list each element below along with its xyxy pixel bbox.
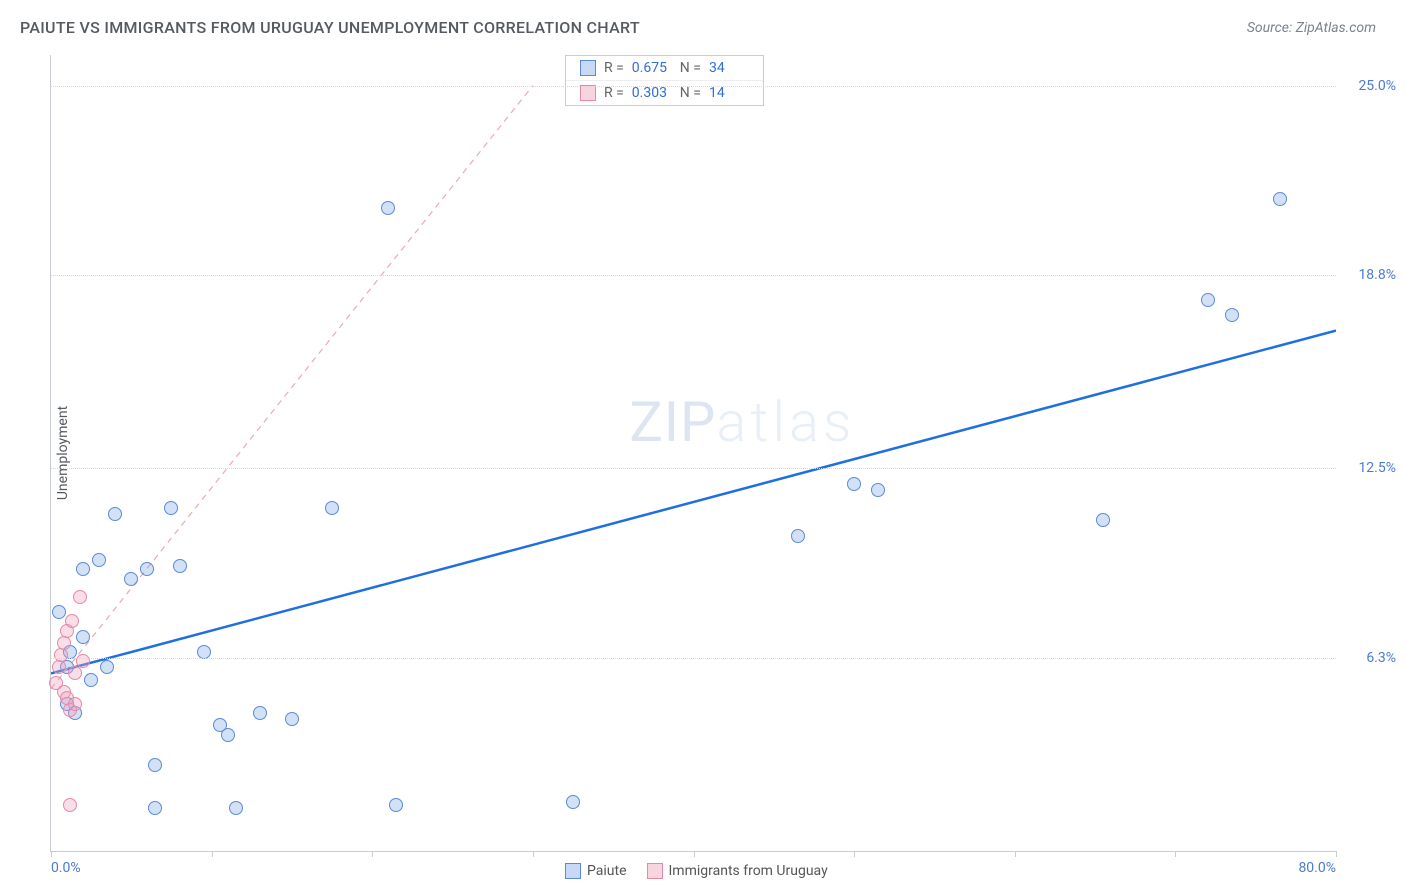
- x-tick-mark: [533, 851, 534, 857]
- x-tick-mark: [854, 851, 855, 857]
- x-tick-mark: [1336, 851, 1337, 857]
- data-point: [52, 660, 66, 674]
- data-point: [325, 501, 339, 515]
- x-tick-mark: [212, 851, 213, 857]
- data-point: [229, 801, 243, 815]
- gridline: [51, 468, 1336, 469]
- scatter-chart: Unemployment ZIPatlas R = 0.675 N = 34 R…: [50, 55, 1336, 852]
- x-tick-mark: [694, 851, 695, 857]
- data-point: [63, 798, 77, 812]
- data-point: [381, 201, 395, 215]
- gridline: [51, 658, 1336, 659]
- x-tick-label: 0.0%: [51, 860, 81, 876]
- data-point: [148, 758, 162, 772]
- data-point: [148, 801, 162, 815]
- data-point: [76, 630, 90, 644]
- data-point: [76, 654, 90, 668]
- chart-source: Source: ZipAtlas.com: [1247, 20, 1376, 36]
- swatch-pink-icon: [647, 863, 663, 879]
- data-point: [1225, 308, 1239, 322]
- legend-label: Immigrants from Uruguay: [669, 863, 828, 879]
- data-point: [52, 605, 66, 619]
- data-point: [124, 572, 138, 586]
- data-point: [221, 728, 235, 742]
- x-tick-mark: [1175, 851, 1176, 857]
- legend-item-paiute: Paiute: [565, 863, 627, 879]
- data-point: [389, 798, 403, 812]
- data-point: [54, 648, 68, 662]
- y-tick-label: 6.3%: [1366, 650, 1396, 666]
- data-point: [253, 706, 267, 720]
- data-point: [285, 712, 299, 726]
- data-point: [92, 553, 106, 567]
- data-point: [65, 614, 79, 628]
- data-point: [164, 501, 178, 515]
- data-point: [84, 673, 98, 687]
- series-legend: Paiute Immigrants from Uruguay: [565, 863, 828, 879]
- data-point: [566, 795, 580, 809]
- data-point: [108, 507, 122, 521]
- data-point: [173, 559, 187, 573]
- data-point: [1096, 513, 1110, 527]
- data-point: [791, 529, 805, 543]
- plot-area: [51, 55, 1336, 851]
- data-point: [57, 636, 71, 650]
- y-tick-label: 18.8%: [1358, 267, 1396, 283]
- data-point: [1273, 192, 1287, 206]
- x-tick-mark: [372, 851, 373, 857]
- swatch-blue-icon: [565, 863, 581, 879]
- y-tick-label: 12.5%: [1358, 460, 1396, 476]
- data-point: [1201, 293, 1215, 307]
- x-tick-mark: [51, 851, 52, 857]
- data-point: [76, 562, 90, 576]
- legend-item-uruguay: Immigrants from Uruguay: [647, 863, 828, 879]
- data-point: [197, 645, 211, 659]
- x-tick-mark: [1015, 851, 1016, 857]
- data-point: [847, 477, 861, 491]
- x-tick-label: 80.0%: [1298, 860, 1336, 876]
- data-point: [73, 590, 87, 604]
- data-point: [100, 660, 114, 674]
- legend-label: Paiute: [587, 863, 627, 879]
- chart-title: PAIUTE VS IMMIGRANTS FROM URUGUAY UNEMPL…: [20, 18, 640, 37]
- y-tick-label: 25.0%: [1358, 78, 1396, 94]
- data-point: [140, 562, 154, 576]
- data-point: [68, 666, 82, 680]
- gridline: [51, 275, 1336, 276]
- chart-header: PAIUTE VS IMMIGRANTS FROM URUGUAY UNEMPL…: [0, 0, 1406, 47]
- data-point: [871, 483, 885, 497]
- data-point: [68, 697, 82, 711]
- gridline: [51, 86, 1336, 87]
